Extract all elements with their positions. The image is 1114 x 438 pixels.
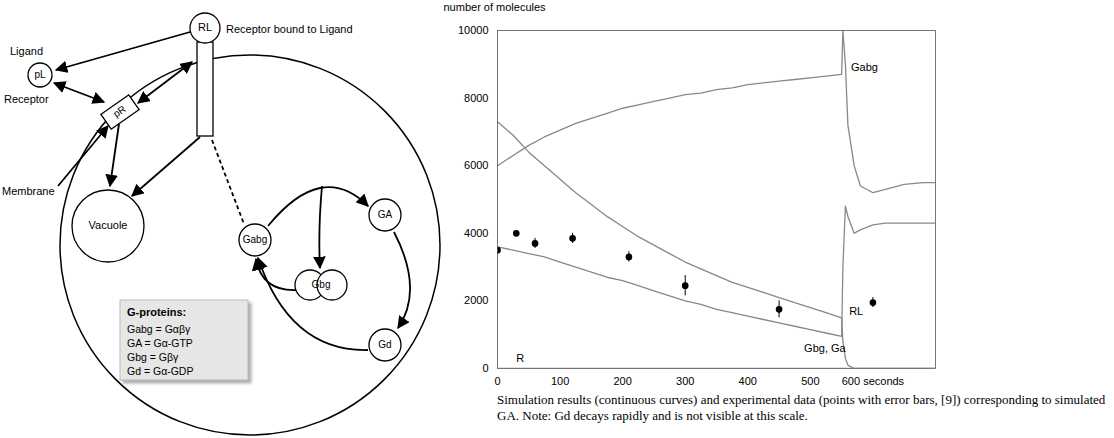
svg-text:300: 300: [676, 375, 694, 387]
svg-text:0: 0: [494, 375, 500, 387]
svg-text:GA = Gα-GTP: GA = Gα-GTP: [127, 337, 193, 349]
svg-text:G-proteins:: G-proteins:: [127, 306, 186, 318]
svg-text:Gabg: Gabg: [243, 234, 267, 245]
svg-text:RL: RL: [849, 305, 863, 317]
svg-text:Gbg: Gbg: [312, 279, 331, 290]
svg-text:0: 0: [482, 362, 488, 374]
svg-text:500: 500: [801, 375, 819, 387]
svg-text:RL: RL: [198, 21, 212, 33]
svg-text:Ligand: Ligand: [10, 45, 43, 57]
html-text:Simulation results (continuous: Simulation results (continuous curves) a…: [497, 392, 1106, 423]
svg-text:600 seconds: 600 seconds: [842, 375, 905, 387]
svg-text:Receptor: Receptor: [4, 93, 49, 105]
svg-text:Gabg = Gαβγ: Gabg = Gαβγ: [127, 323, 191, 335]
svg-text:400: 400: [739, 375, 757, 387]
svg-text:Gd = Gα-GDP: Gd = Gα-GDP: [127, 365, 193, 377]
svg-text:Gbg, Ga: Gbg, Ga: [804, 342, 846, 354]
svg-text:8000: 8000: [464, 92, 488, 104]
svg-text:200: 200: [613, 375, 631, 387]
svg-text:Gd: Gd: [378, 339, 391, 350]
svg-text:R: R: [516, 352, 524, 364]
svg-text:Membrane: Membrane: [2, 185, 55, 197]
svg-text:Receptor bound to Ligand: Receptor bound to Ligand: [226, 23, 353, 35]
svg-text:Gbg = Gβγ: Gbg = Gβγ: [127, 351, 179, 363]
svg-text:GA: GA: [378, 209, 393, 220]
svg-text:10000: 10000: [458, 24, 489, 36]
svg-text:100: 100: [551, 375, 569, 387]
svg-text:pL: pL: [34, 69, 46, 80]
svg-text:2000: 2000: [464, 294, 488, 306]
svg-text:4000: 4000: [464, 227, 488, 239]
svg-text:6000: 6000: [464, 159, 488, 171]
svg-text:number of molecules: number of molecules: [444, 1, 547, 13]
svg-text:Gabg: Gabg: [851, 61, 878, 73]
svg-text:Vacuole: Vacuole: [89, 219, 128, 231]
svg-text:pR: pR: [111, 103, 128, 119]
